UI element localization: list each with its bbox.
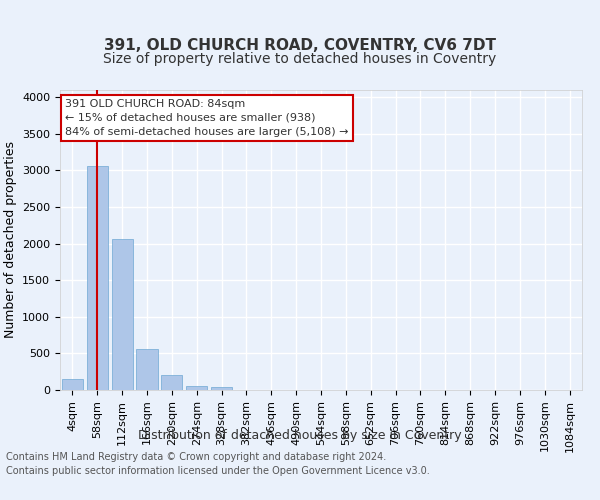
Text: 391 OLD CHURCH ROAD: 84sqm
← 15% of detached houses are smaller (938)
84% of sem: 391 OLD CHURCH ROAD: 84sqm ← 15% of deta… (65, 99, 349, 137)
Bar (112, 240, 133, 390)
Text: Size of property relative to detached houses in Coventry: Size of property relative to detached ho… (103, 52, 497, 66)
Bar (186, 386, 207, 390)
Bar (136, 350, 158, 390)
Text: Distribution of detached houses by size in Coventry: Distribution of detached houses by size … (138, 430, 462, 442)
Bar (87, 166, 108, 390)
Text: 391, OLD CHURCH ROAD, COVENTRY, CV6 7DT: 391, OLD CHURCH ROAD, COVENTRY, CV6 7DT (104, 38, 496, 52)
Text: Contains public sector information licensed under the Open Government Licence v3: Contains public sector information licen… (6, 466, 430, 476)
Bar (161, 375, 182, 390)
Text: Contains HM Land Registry data © Crown copyright and database right 2024.: Contains HM Land Registry data © Crown c… (6, 452, 386, 462)
Bar (62, 379, 83, 390)
Bar (211, 388, 232, 390)
Y-axis label: Number of detached properties: Number of detached properties (4, 142, 17, 338)
